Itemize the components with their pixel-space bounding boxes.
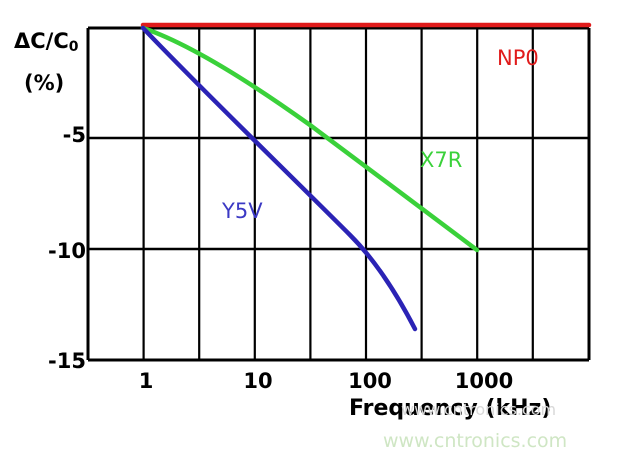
series-label-x7r: X7R bbox=[420, 148, 463, 172]
plot-background bbox=[88, 28, 589, 360]
x-tick-label-1: 1 bbox=[138, 369, 154, 393]
plot-frame bbox=[86, 26, 591, 362]
series-line-y5v bbox=[140, 25, 418, 332]
x-tick-label-1000: 1000 bbox=[454, 369, 514, 393]
series-line-x7r bbox=[140, 25, 480, 253]
x-axis-title: Frequency (kHz) bbox=[349, 396, 552, 421]
y-axis-title-main: ΔC/C bbox=[14, 29, 69, 53]
x-tick-label-10: 10 bbox=[243, 369, 273, 393]
horizontal-gridlines bbox=[88, 136, 589, 251]
y-tick-label-minus5: -5 bbox=[62, 123, 86, 147]
watermark: www.cntronics.com bbox=[383, 430, 568, 452]
y-tick-label-minus10: -10 bbox=[48, 239, 86, 263]
y-axis-title: ΔC/C0 bbox=[14, 29, 79, 55]
ghost-watermark: www.cntronics.com bbox=[401, 400, 557, 419]
x-tick-label-100: 100 bbox=[348, 369, 392, 393]
y-tick-label-minus15: -15 bbox=[48, 349, 86, 373]
series-label-np0: NP0 bbox=[497, 46, 539, 70]
y-axis-unit: (%) bbox=[24, 71, 65, 95]
y-axis-title-subscript: 0 bbox=[68, 39, 79, 55]
series-label-y5v: Y5V bbox=[222, 199, 263, 223]
